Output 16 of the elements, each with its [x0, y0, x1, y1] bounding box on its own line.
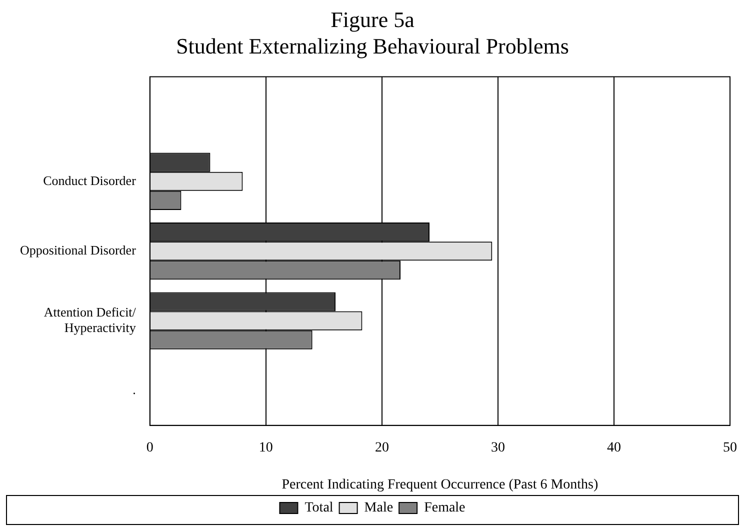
y-tick-label: .: [132, 382, 136, 397]
x-tick-label: 40: [606, 440, 621, 456]
y-tick-label: Conduct Disorder: [43, 172, 137, 188]
y-tick-label: Oppositional Disorder: [20, 242, 137, 258]
legend-label: Male: [364, 500, 394, 516]
x-tick-label: 50: [723, 440, 737, 456]
x-axis-title: Percent Indicating Frequent Occurrence (Past 6 Months): [282, 477, 599, 492]
x-tick-label: 10: [258, 440, 273, 456]
chart-title: Figure 5a: [330, 6, 415, 32]
y-tick-label: Attention Deficit/ Hyperactivity: [44, 304, 136, 336]
legend-label: Total: [304, 500, 334, 516]
legend-label: Female: [424, 500, 466, 516]
chart-subtitle: Student Externalizing Behavioural Problems: [176, 33, 569, 58]
x-tick-label: 30: [490, 440, 505, 456]
x-tick-label: 20: [374, 440, 389, 456]
x-tick-label: 0: [146, 440, 154, 456]
